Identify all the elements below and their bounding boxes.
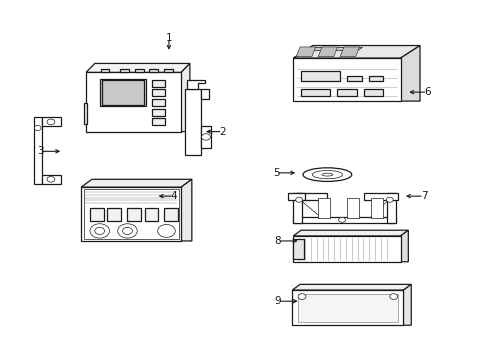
Text: 2: 2 [219, 127, 225, 136]
Polygon shape [152, 99, 164, 106]
Polygon shape [300, 89, 329, 96]
Polygon shape [363, 89, 383, 96]
Polygon shape [163, 208, 177, 221]
Polygon shape [81, 187, 181, 241]
Polygon shape [120, 69, 129, 72]
Text: 9: 9 [274, 296, 281, 306]
Polygon shape [368, 76, 383, 81]
Circle shape [47, 119, 55, 125]
Polygon shape [308, 48, 362, 50]
Circle shape [95, 227, 104, 234]
Polygon shape [339, 47, 359, 57]
Text: 4: 4 [170, 191, 177, 201]
Polygon shape [293, 230, 407, 236]
Polygon shape [187, 80, 205, 89]
Circle shape [386, 197, 392, 202]
Polygon shape [293, 193, 302, 223]
Text: 3: 3 [37, 146, 44, 156]
Polygon shape [293, 217, 395, 223]
Polygon shape [135, 69, 143, 72]
Polygon shape [102, 80, 144, 105]
Circle shape [389, 294, 397, 300]
Circle shape [295, 197, 302, 202]
Polygon shape [86, 63, 189, 72]
Polygon shape [296, 47, 315, 57]
Polygon shape [86, 72, 181, 132]
Polygon shape [400, 45, 419, 101]
Ellipse shape [303, 168, 351, 181]
Polygon shape [181, 179, 191, 241]
Polygon shape [83, 103, 87, 125]
Polygon shape [41, 175, 61, 184]
Polygon shape [34, 117, 41, 184]
Polygon shape [41, 117, 61, 126]
Circle shape [201, 134, 210, 140]
Polygon shape [100, 79, 146, 107]
Polygon shape [101, 69, 109, 72]
Text: 8: 8 [274, 236, 281, 246]
Circle shape [338, 217, 345, 222]
Polygon shape [293, 45, 419, 58]
Polygon shape [127, 208, 141, 221]
Circle shape [298, 294, 305, 300]
Polygon shape [386, 193, 395, 223]
Polygon shape [181, 63, 189, 132]
Circle shape [90, 224, 109, 238]
Polygon shape [163, 69, 172, 72]
Ellipse shape [312, 171, 342, 179]
Polygon shape [400, 230, 407, 262]
Polygon shape [152, 80, 164, 87]
Polygon shape [292, 284, 410, 290]
Polygon shape [403, 284, 410, 325]
Polygon shape [300, 71, 339, 81]
Polygon shape [200, 126, 211, 148]
Polygon shape [152, 109, 164, 116]
Polygon shape [293, 236, 400, 262]
Polygon shape [107, 208, 121, 221]
Text: 1: 1 [165, 33, 172, 43]
Polygon shape [152, 118, 164, 126]
Text: 5: 5 [272, 168, 279, 178]
Polygon shape [346, 198, 358, 218]
Text: 6: 6 [423, 87, 430, 97]
Circle shape [34, 126, 41, 131]
Circle shape [47, 176, 55, 182]
Circle shape [122, 227, 132, 234]
Polygon shape [81, 179, 191, 187]
Polygon shape [363, 193, 397, 200]
Ellipse shape [322, 173, 332, 176]
Polygon shape [184, 89, 200, 155]
Polygon shape [144, 208, 158, 221]
Polygon shape [298, 294, 397, 321]
Text: 7: 7 [420, 191, 427, 201]
Polygon shape [293, 239, 304, 259]
Polygon shape [292, 290, 403, 325]
Polygon shape [317, 198, 329, 218]
Polygon shape [370, 198, 383, 218]
Polygon shape [336, 89, 356, 96]
Polygon shape [295, 193, 327, 200]
Polygon shape [346, 76, 361, 81]
Polygon shape [288, 193, 305, 200]
Polygon shape [293, 58, 400, 101]
Circle shape [118, 224, 137, 238]
Polygon shape [200, 89, 209, 99]
Polygon shape [149, 69, 158, 72]
Polygon shape [90, 208, 103, 221]
Circle shape [158, 225, 175, 237]
Polygon shape [152, 89, 164, 96]
Polygon shape [318, 47, 337, 57]
